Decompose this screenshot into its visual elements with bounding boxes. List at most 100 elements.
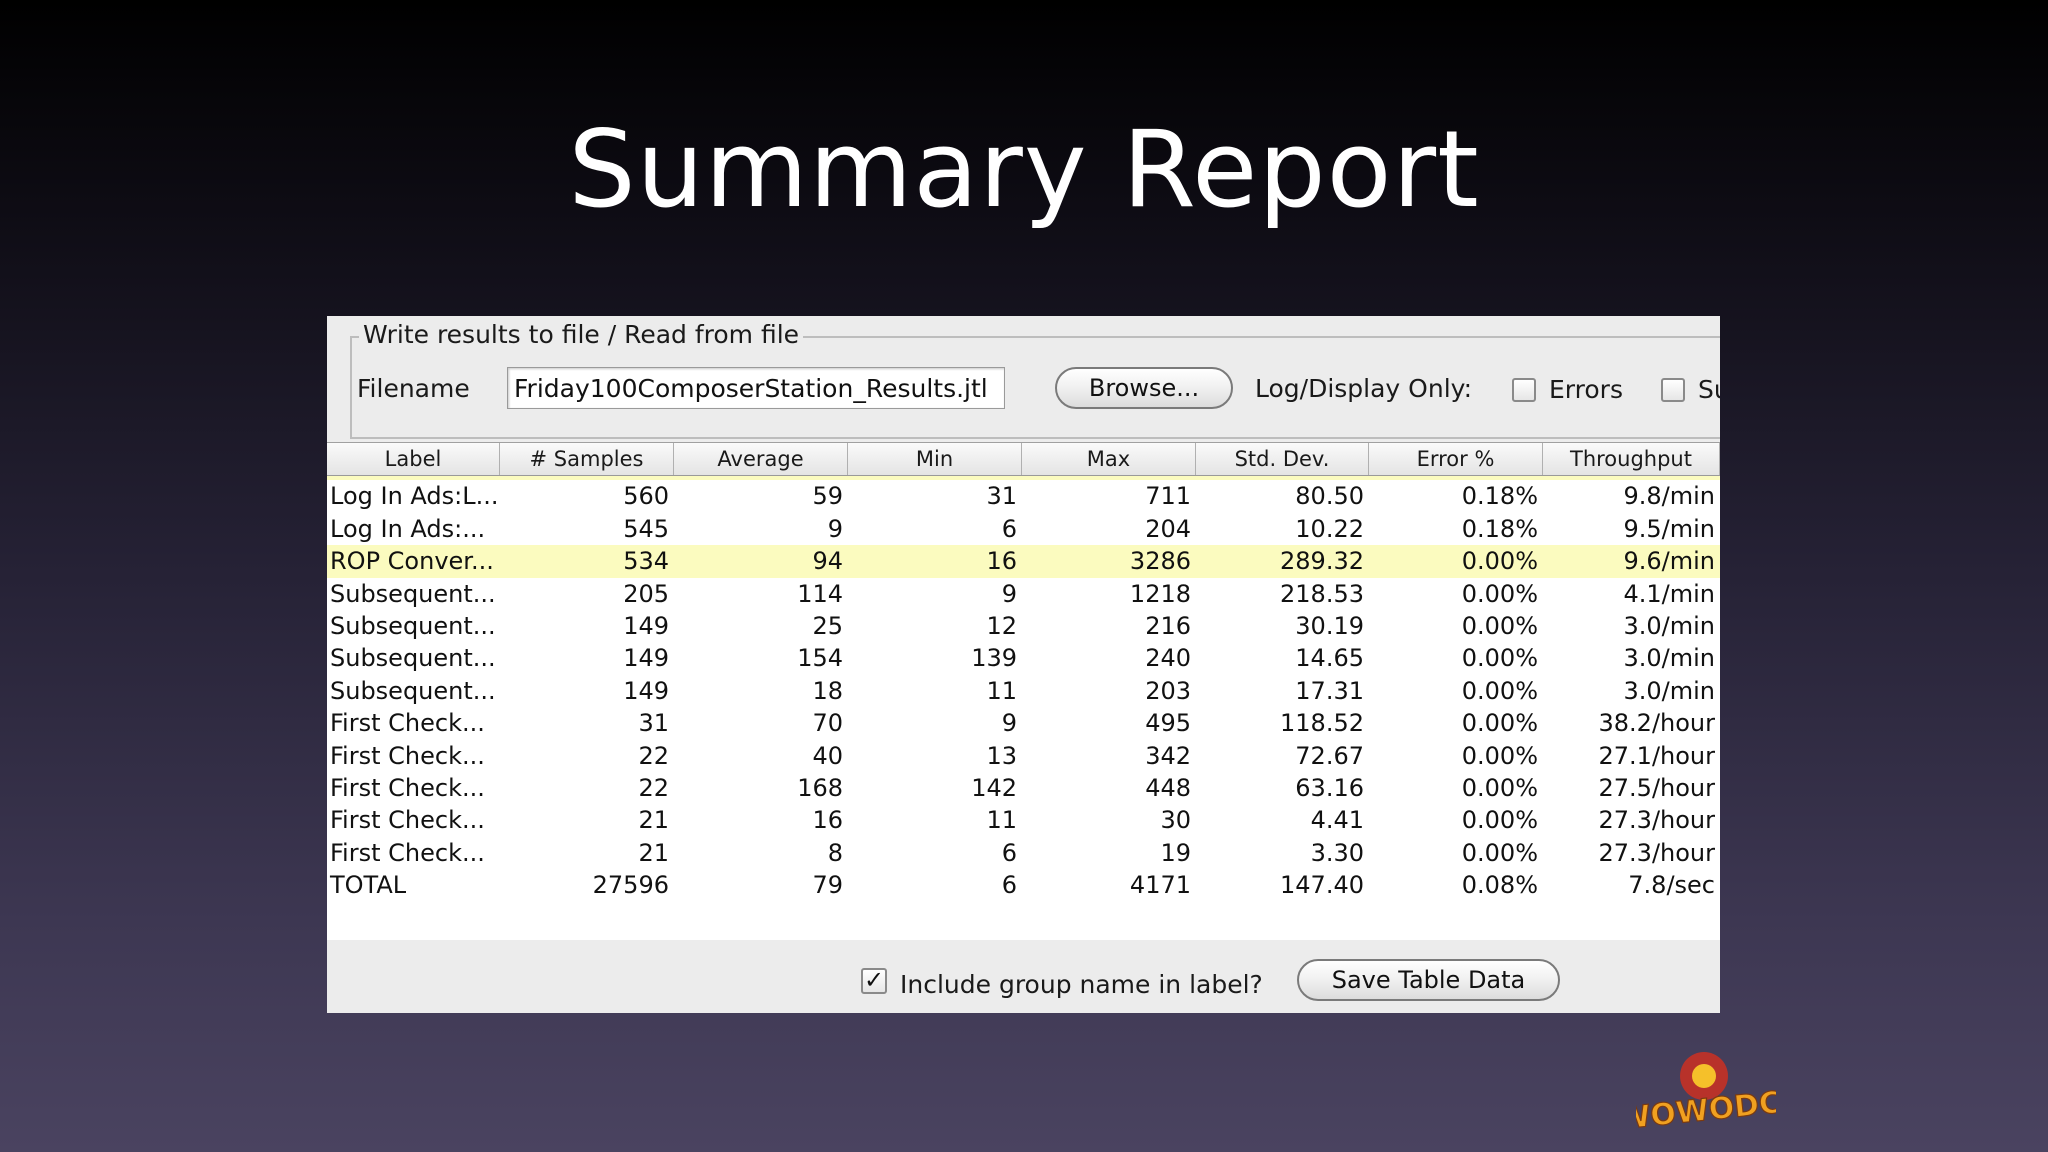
cell-samples: 149 [623,644,669,673]
cell-min: 31 [986,482,1017,511]
table-header: Label # Samples Average Min Max Std. Dev… [327,443,1720,476]
cell-throughput: 3.0/min [1623,676,1715,705]
cell-std-dev: 10.22 [1295,514,1364,543]
cell-std-dev: 147.40 [1280,871,1364,900]
cell-std-dev: 72.67 [1295,741,1364,770]
cell-average: 79 [812,871,843,900]
errors-checkbox[interactable] [1512,378,1536,402]
cell-average: 114 [797,579,843,608]
cell-throughput: 9.6/min [1623,547,1715,576]
cell-label: Subsequent... [330,676,496,705]
cell-min: 142 [971,773,1017,802]
footer-bar: ✓ Include group name in label? Save Tabl… [327,940,1720,1013]
table-row[interactable]: Subsequent... 205 114 9 1218 218.53 0.00% 4.1/m… [327,578,1720,610]
cell-error-pct: 0.08% [1461,871,1538,900]
cell-min: 16 [986,547,1017,576]
cell-error-pct: 0.00% [1461,579,1538,608]
cell-throughput: 27.3/hour [1598,838,1716,867]
table-row[interactable]: Subsequent... 149 25 12 216 30.19 0.00% 3.0/min [327,610,1720,642]
cell-throughput: 27.3/hour [1598,806,1716,835]
cell-std-dev: 14.65 [1295,644,1364,673]
cell-average: 25 [812,611,843,640]
cell-average: 94 [812,547,843,576]
column-header-average[interactable]: Average [674,443,848,475]
include-group-checkbox[interactable]: ✓ [861,968,887,994]
cell-label: Subsequent... [330,579,496,608]
browse-button[interactable]: Browse... [1055,367,1233,409]
table-row[interactable]: First Check... 22 168 142 448 63.16 0.00% 27.5/… [327,772,1720,804]
cell-throughput: 4.1/min [1623,579,1715,608]
cell-max: 448 [1145,773,1191,802]
cell-max: 342 [1145,741,1191,770]
column-header-std-dev[interactable]: Std. Dev. [1196,443,1369,475]
successes-checkbox[interactable] [1661,378,1685,402]
cell-error-pct: 0.18% [1461,514,1538,543]
table-row[interactable]: First Check... 21 8 6 19 3.30 0.00% 27.3/hour [327,837,1720,869]
cell-label: First Check... [330,773,485,802]
cell-std-dev: 289.32 [1280,547,1364,576]
cell-label: Log In Ads:L... [330,482,499,511]
summary-report-panel: Write results to file / Read from file F… [327,316,1720,1013]
results-table[interactable]: Label # Samples Average Min Max Std. Dev… [327,442,1720,941]
cell-error-pct: 0.00% [1461,676,1538,705]
table-row[interactable]: Log In Ads:L... 560 59 31 711 80.50 0.18% 9.8/m… [327,480,1720,512]
table-row[interactable]: Subsequent... 149 154 139 240 14.65 0.00% 3.0/m… [327,642,1720,674]
cell-min: 139 [971,644,1017,673]
cell-min: 6 [1001,838,1017,867]
slide-title: Summary Report [568,108,1480,231]
errors-label: Errors [1549,375,1623,404]
cell-average: 70 [812,709,843,738]
table-row[interactable]: First Check... 21 16 11 30 4.41 0.00% 27.3/hour [327,804,1720,836]
cell-std-dev: 30.19 [1295,611,1364,640]
cell-error-pct: 0.00% [1461,806,1538,835]
table-row[interactable]: First Check... 22 40 13 342 72.67 0.00% 27.1/ho… [327,740,1720,772]
column-header-samples[interactable]: # Samples [500,443,674,475]
column-header-error-pct[interactable]: Error % [1369,443,1543,475]
file-section-legend: Write results to file / Read from file [359,320,804,349]
cell-std-dev: 4.41 [1310,806,1364,835]
log-display-only-label: Log/Display Only: [1255,374,1473,403]
cell-min: 12 [986,611,1017,640]
cell-max: 3286 [1129,547,1191,576]
cell-error-pct: 0.00% [1461,611,1538,640]
cell-std-dev: 63.16 [1295,773,1364,802]
cell-label: Subsequent... [330,611,496,640]
cell-samples: 560 [623,482,669,511]
filename-input[interactable] [507,367,1005,409]
column-header-min[interactable]: Min [848,443,1022,475]
cell-throughput: 27.1/hour [1598,741,1716,770]
table-row[interactable]: Subsequent... 149 18 11 203 17.31 0.00% 3.0/min [327,675,1720,707]
column-header-label[interactable]: Label [327,443,500,475]
column-header-throughput[interactable]: Throughput [1543,443,1720,475]
cell-min: 6 [1001,514,1017,543]
cell-std-dev: 218.53 [1280,579,1364,608]
cell-error-pct: 0.00% [1461,838,1538,867]
table-row[interactable]: TOTAL 27596 79 6 4171 147.40 0.08% 7.8/sec [327,869,1720,901]
cell-samples: 21 [638,838,669,867]
cell-std-dev: 3.30 [1310,838,1364,867]
cell-average: 9 [827,514,843,543]
cell-std-dev: 17.31 [1295,676,1364,705]
cell-throughput: 27.5/hour [1598,773,1716,802]
cell-std-dev: 80.50 [1295,482,1364,511]
column-header-max[interactable]: Max [1022,443,1196,475]
save-table-data-button[interactable]: Save Table Data [1297,959,1560,1001]
cell-average: 16 [812,806,843,835]
include-group-label: Include group name in label? [900,970,1263,999]
cell-min: 9 [1001,579,1017,608]
cell-label: First Check... [330,806,485,835]
cell-min: 11 [986,806,1017,835]
cell-error-pct: 0.00% [1461,773,1538,802]
table-row[interactable]: ROP Conver... 534 94 16 3286 289.32 0.00% 9.6/m… [327,545,1720,578]
cell-max: 204 [1145,514,1191,543]
cell-samples: 545 [623,514,669,543]
table-body: ROP Conver...53486514.040.00%9.4/minLog … [327,448,1720,901]
table-row[interactable]: Log In Ads:... 545 9 6 204 10.22 0.18% 9.5/min [327,513,1720,545]
wowodc-logo-icon: WOWODC! [1636,1052,1776,1138]
cell-std-dev: 118.52 [1280,709,1364,738]
cell-throughput: 38.2/hour [1598,709,1716,738]
cell-average: 8 [827,838,843,867]
cell-error-pct: 0.00% [1461,709,1538,738]
table-row[interactable]: First Check... 31 70 9 495 118.52 0.00% 38.2/ho… [327,707,1720,739]
cell-average: 168 [797,773,843,802]
